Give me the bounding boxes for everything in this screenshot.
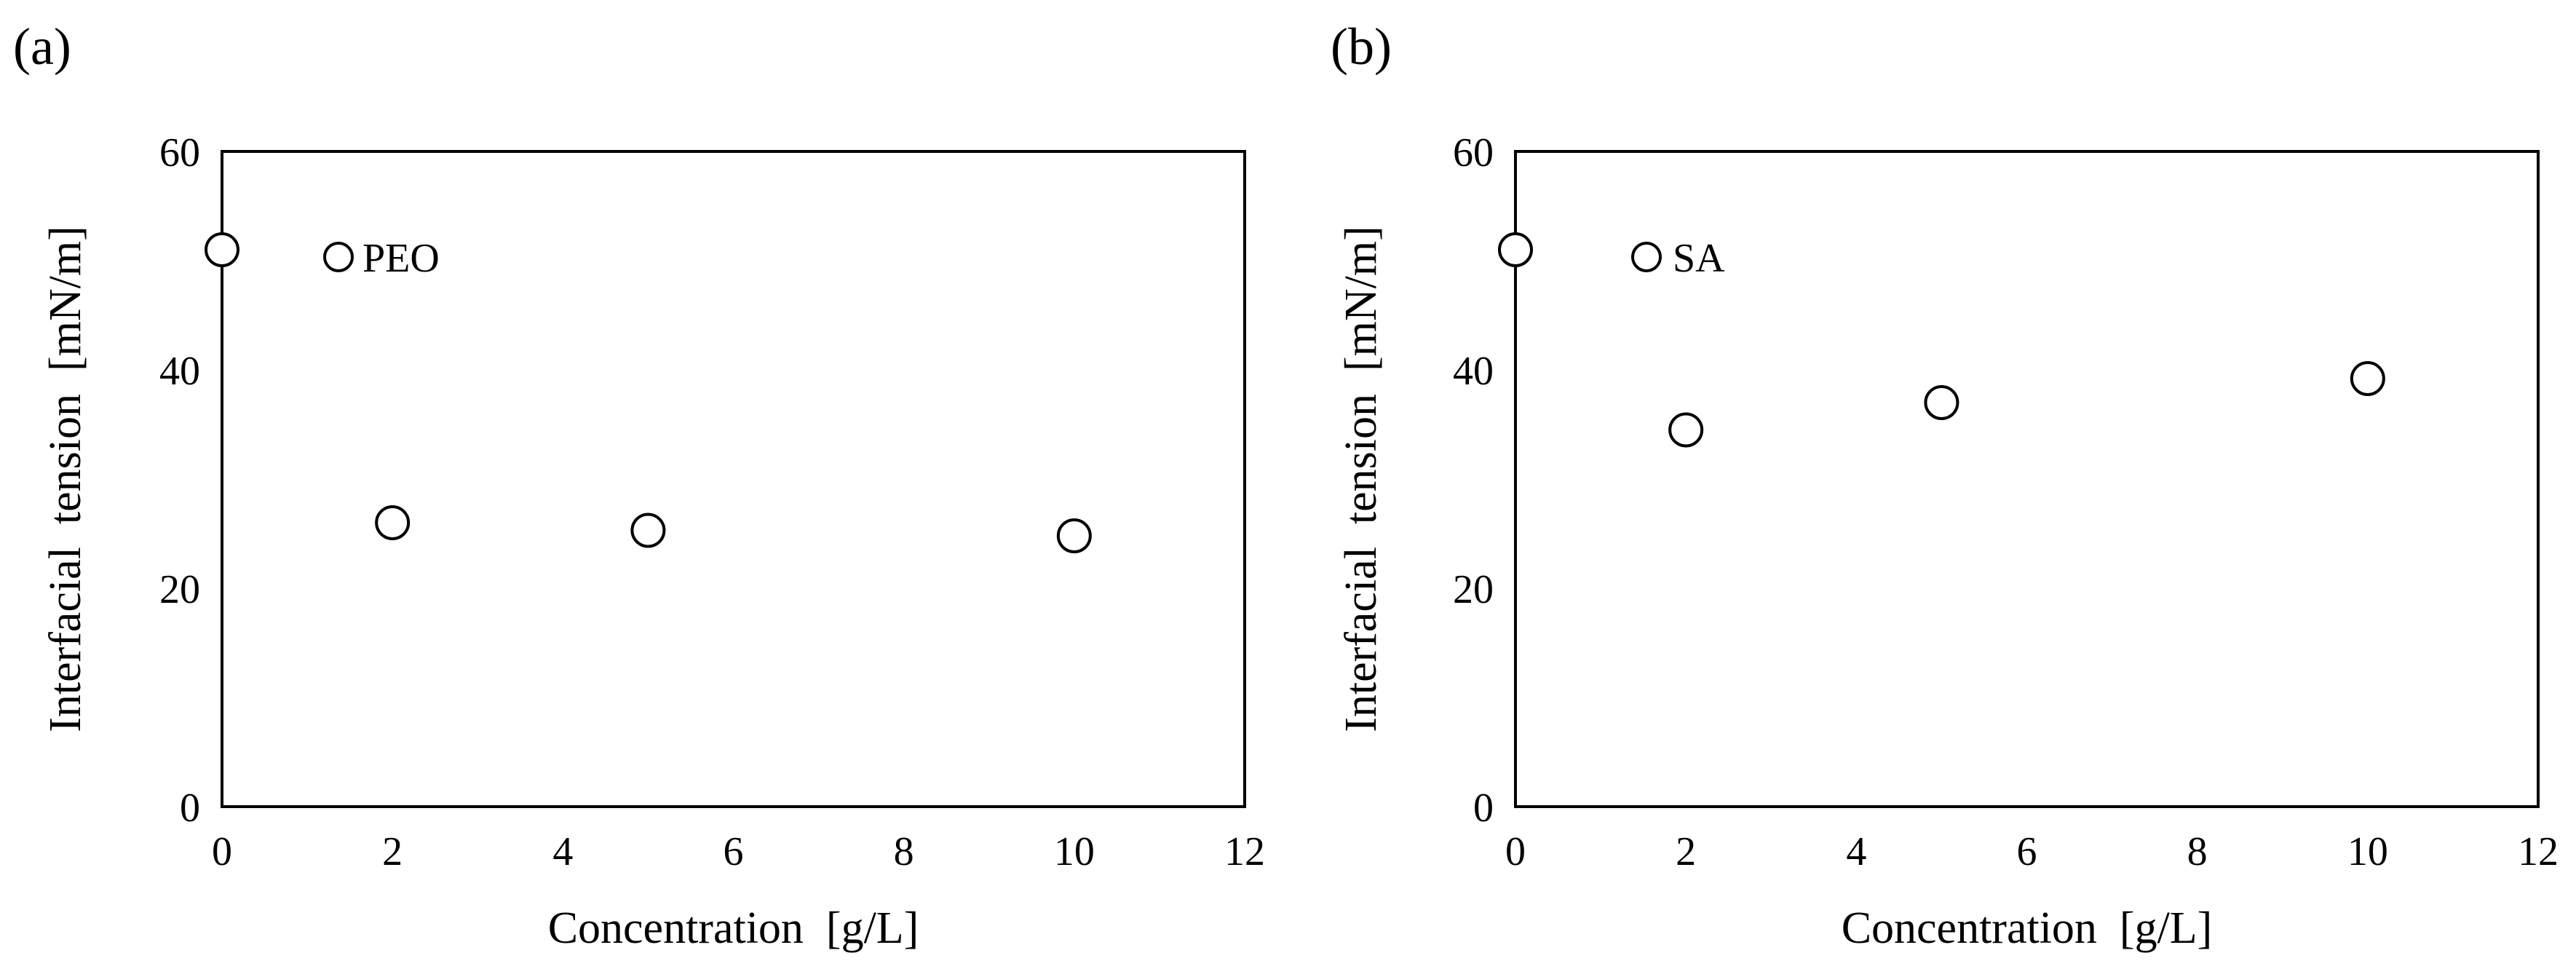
x-tick-label-a-4: 8 — [894, 829, 914, 874]
data-point-a-0-3 — [1056, 518, 1092, 553]
plot-area-frame-a — [221, 150, 1246, 808]
legend-label-a: PEO — [362, 236, 440, 281]
data-point-b-0-2 — [1924, 385, 1959, 420]
y-tick-label-b-1: 20 — [1453, 567, 1494, 612]
data-point-a-0-0 — [205, 232, 239, 267]
x-tick-label-a-1: 2 — [382, 829, 403, 874]
plot-area-frame-b — [1514, 150, 2540, 808]
y-tick-label-b-0: 0 — [1473, 786, 1494, 831]
x-tick-label-a-2: 4 — [552, 829, 573, 874]
x-tick-label-b-3: 6 — [2017, 829, 2037, 874]
data-point-a-0-1 — [375, 505, 411, 540]
panel-label-b: (b) — [1331, 17, 1392, 76]
x-tick-label-a-3: 6 — [724, 829, 744, 874]
legend-label-b: SA — [1673, 236, 1725, 281]
x-tick-labels-a: 0 2 4 6 8 10 12 — [212, 829, 1265, 874]
x-tick-label-b-2: 4 — [1846, 829, 1866, 874]
legend-marker-a — [323, 242, 354, 272]
chart-panel-a: (a) 0 2 4 6 8 10 12 0 20 40 60 Concentration [g/L… — [13, 17, 1265, 953]
x-tick-label-a-6: 12 — [1224, 829, 1265, 874]
y-tick-label-a-1: 20 — [159, 567, 200, 612]
y-tick-labels-b: 0 20 40 60 — [1453, 130, 1494, 831]
y-tick-label-a-3: 60 — [159, 130, 200, 175]
data-points-b — [1498, 232, 2385, 448]
y-tick-labels-a: 0 20 40 60 — [159, 130, 200, 831]
x-tick-label-b-5: 10 — [2347, 829, 2388, 874]
legend-a: PEO — [323, 236, 440, 281]
y-tick-label-a-2: 40 — [159, 349, 200, 394]
y-tick-label-b-3: 60 — [1453, 130, 1494, 175]
legend-marker-b — [1631, 242, 1662, 272]
y-tick-label-a-0: 0 — [180, 786, 200, 831]
x-tick-label-b-6: 12 — [2518, 829, 2559, 874]
data-point-b-0-0 — [1498, 232, 1533, 267]
data-point-b-0-3 — [2350, 361, 2385, 396]
x-tick-label-a-5: 10 — [1054, 829, 1095, 874]
x-axis-label-a: Concentration [g/L] — [548, 903, 919, 953]
data-point-a-0-2 — [630, 513, 666, 548]
y-axis-label-a: Interfacial tension [mN/m] — [41, 226, 90, 732]
data-points-a — [205, 232, 1092, 553]
x-tick-label-b-4: 8 — [2187, 829, 2208, 874]
x-tick-label-b-1: 2 — [1676, 829, 1696, 874]
x-tick-labels-b: 0 2 4 6 8 10 12 — [1505, 829, 2559, 874]
legend-b: SA — [1631, 236, 1725, 281]
x-axis-label-b: Concentration [g/L] — [1842, 903, 2213, 953]
data-point-b-0-1 — [1668, 412, 1704, 448]
y-axis-label-b: Interfacial tension [mN/m] — [1336, 226, 1386, 732]
x-tick-label-b-0: 0 — [1505, 829, 1526, 874]
panel-label-a: (a) — [13, 17, 71, 76]
x-tick-label-a-0: 0 — [212, 829, 232, 874]
chart-panel-b: (b) 0 2 4 6 8 10 12 0 20 40 60 Concentration [g/L… — [1331, 17, 2559, 953]
y-tick-label-b-2: 40 — [1453, 349, 1494, 394]
